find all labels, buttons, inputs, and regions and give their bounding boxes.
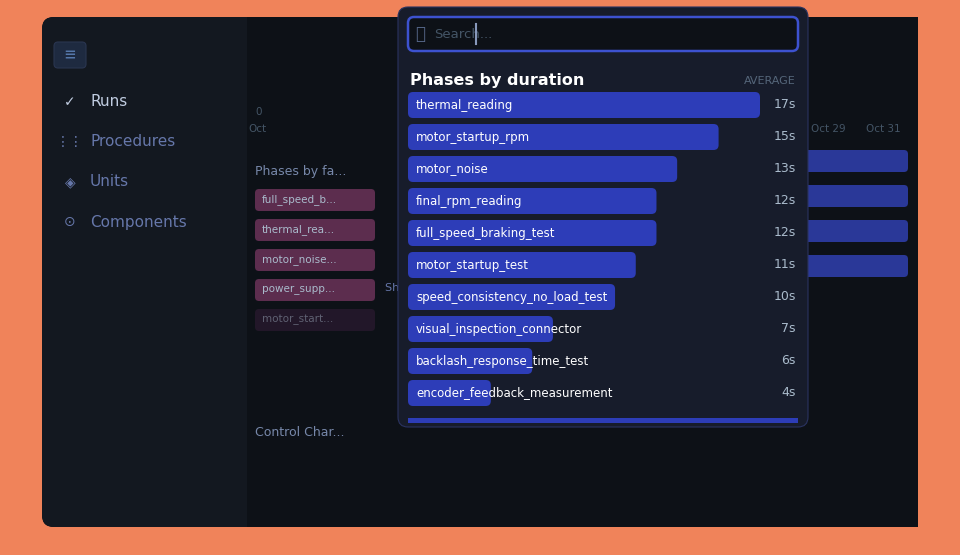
Text: Control Char...: Control Char...: [255, 426, 345, 438]
Text: AVERAGE: AVERAGE: [744, 76, 796, 86]
Text: visual_inspection_connector: visual_inspection_connector: [416, 322, 583, 336]
FancyBboxPatch shape: [408, 252, 636, 278]
Text: 11s: 11s: [774, 259, 796, 271]
FancyBboxPatch shape: [408, 17, 798, 51]
FancyBboxPatch shape: [408, 220, 657, 246]
FancyBboxPatch shape: [247, 17, 918, 527]
FancyBboxPatch shape: [408, 418, 798, 423]
Text: 0: 0: [255, 107, 262, 117]
FancyBboxPatch shape: [408, 284, 615, 310]
FancyBboxPatch shape: [408, 156, 677, 182]
Text: encoder_feedback_measurement: encoder_feedback_measurement: [416, 386, 612, 400]
Text: ≡: ≡: [64, 46, 76, 64]
Text: motor_start...: motor_start...: [262, 315, 333, 325]
Text: motor_noise: motor_noise: [416, 163, 489, 175]
FancyBboxPatch shape: [798, 150, 908, 172]
Text: Procedures: Procedures: [90, 134, 176, 149]
Text: Units: Units: [90, 174, 130, 189]
FancyBboxPatch shape: [408, 348, 532, 374]
Text: ⊙: ⊙: [64, 215, 76, 229]
FancyBboxPatch shape: [798, 220, 908, 242]
FancyBboxPatch shape: [255, 309, 375, 331]
FancyBboxPatch shape: [54, 42, 86, 68]
FancyBboxPatch shape: [408, 380, 491, 406]
Text: full_speed_b...: full_speed_b...: [262, 195, 337, 205]
Text: power_supp...: power_supp...: [262, 285, 335, 295]
Text: 12s: 12s: [774, 226, 796, 240]
Text: Oct 27: Oct 27: [760, 124, 795, 134]
Text: Oct: Oct: [248, 124, 266, 134]
Text: Runs: Runs: [90, 94, 128, 109]
Text: 15s: 15s: [774, 130, 796, 144]
FancyBboxPatch shape: [447, 54, 469, 122]
Text: final_rpm_reading: final_rpm_reading: [416, 194, 522, 208]
Text: speed_consistency_no_load_test: speed_consistency_no_load_test: [416, 290, 608, 304]
Text: 4s: 4s: [781, 386, 796, 400]
FancyBboxPatch shape: [408, 188, 657, 214]
FancyBboxPatch shape: [255, 219, 375, 241]
FancyBboxPatch shape: [798, 185, 908, 207]
Text: motor_startup_rpm: motor_startup_rpm: [416, 130, 530, 144]
FancyBboxPatch shape: [798, 255, 908, 277]
Text: ⌕: ⌕: [415, 25, 425, 43]
FancyBboxPatch shape: [42, 17, 918, 527]
Text: 7s: 7s: [781, 322, 796, 336]
Text: Oct 29: Oct 29: [810, 124, 846, 134]
Text: motor_noise...: motor_noise...: [262, 255, 337, 265]
Text: 10s: 10s: [774, 290, 796, 304]
FancyBboxPatch shape: [408, 124, 719, 150]
Text: Show more ↗: Show more ↗: [385, 283, 461, 293]
Text: Phases by fa...: Phases by fa...: [255, 165, 347, 179]
Text: motor_startup_test: motor_startup_test: [416, 259, 529, 271]
FancyBboxPatch shape: [477, 54, 499, 102]
Text: Phases by duration: Phases by duration: [410, 73, 585, 88]
FancyBboxPatch shape: [255, 279, 375, 301]
Text: full_speed_braking_test: full_speed_braking_test: [416, 226, 556, 240]
FancyBboxPatch shape: [408, 92, 760, 118]
Text: 17s: 17s: [774, 98, 796, 112]
Text: thermal_rea...: thermal_rea...: [262, 225, 335, 235]
FancyBboxPatch shape: [235, 17, 247, 527]
Text: 6s: 6s: [781, 355, 796, 367]
FancyBboxPatch shape: [42, 17, 247, 527]
Text: 12s: 12s: [774, 194, 796, 208]
FancyBboxPatch shape: [408, 316, 553, 342]
Text: ⋮⋮: ⋮⋮: [56, 135, 84, 149]
FancyBboxPatch shape: [255, 189, 375, 211]
Text: thermal_reading: thermal_reading: [416, 98, 514, 112]
Text: Oct 31: Oct 31: [866, 124, 900, 134]
Text: 13s: 13s: [774, 163, 796, 175]
Text: backlash_response_time_test: backlash_response_time_test: [416, 355, 589, 367]
FancyBboxPatch shape: [398, 7, 808, 427]
Text: Search...: Search...: [434, 28, 492, 41]
Text: ✓: ✓: [64, 95, 76, 109]
FancyBboxPatch shape: [255, 249, 375, 271]
Text: Components: Components: [90, 214, 187, 230]
Text: ◈: ◈: [64, 175, 75, 189]
